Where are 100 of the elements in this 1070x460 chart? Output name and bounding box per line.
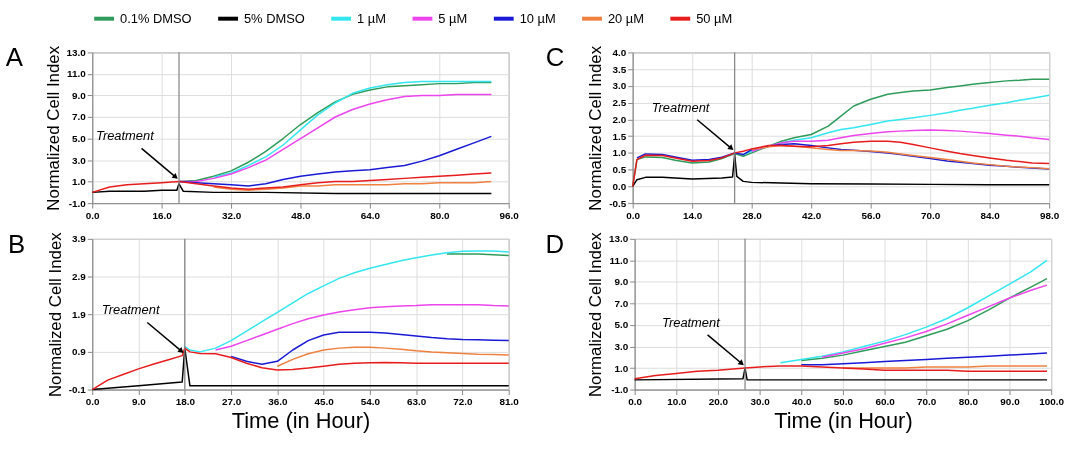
line-series [750, 129, 1050, 152]
chart-title: D [545, 229, 565, 258]
x-tick-label: 9.0 [132, 395, 147, 407]
line-series [230, 331, 510, 366]
y-tick-label: 0.5 [612, 164, 627, 176]
y-tick-label: 3.0 [612, 80, 627, 92]
x-tick-label: 40.0 [792, 395, 812, 407]
line-series [750, 144, 1050, 170]
chart-title: B [8, 229, 26, 258]
annotation: Treatment [101, 302, 161, 318]
x-tick-label: 27.0 [221, 395, 242, 407]
y-tick-label: 7.0 [72, 111, 87, 123]
x-tick-label: 20.0 [708, 395, 729, 407]
annotation: Treatment [95, 128, 156, 144]
x-tick-label: 70.0 [917, 395, 937, 407]
x-tick-label: 50.0 [833, 395, 854, 407]
chart-title: C [545, 43, 565, 72]
y-tick-label: -0.5 [609, 197, 627, 209]
y-tick-label: 1.0 [612, 147, 627, 159]
x-tick-label: 42.0 [802, 209, 822, 221]
x-tick-label: 98.0 [1040, 209, 1060, 221]
legend-label: 50 µM [696, 10, 733, 26]
line-series [800, 277, 1048, 362]
line-series [91, 172, 493, 194]
x-tick-label: 30.0 [750, 395, 771, 407]
x-tick-label: 48.0 [291, 209, 312, 221]
y-tick-label: 13.0 [608, 233, 629, 245]
annotation: Treatment [662, 314, 722, 330]
y-tick-label: 3.0 [72, 154, 87, 166]
y-tick-label: 11.0 [67, 68, 87, 80]
x-tick-label: 70.0 [921, 209, 941, 221]
y-tick-label: 1.9 [72, 308, 87, 320]
y-tick-label: -0.1 [68, 384, 87, 396]
y-tick-label: 4.0 [612, 46, 627, 58]
line-series [212, 180, 493, 191]
y-axis-title: Normalized Cell Index [43, 45, 63, 211]
y-tick-label: 5.0 [614, 319, 629, 331]
y-tick-label: 3.9 [72, 233, 87, 245]
x-tick-label: 64.0 [360, 209, 381, 221]
x-tick-label: 18.0 [175, 395, 196, 407]
y-tick-label: 7.0 [614, 297, 629, 309]
x-tick-label: 45.0 [314, 395, 335, 407]
y-axis-title: Normalized Cell Index [586, 45, 606, 211]
x-tick-label: 90.0 [1000, 395, 1021, 407]
x-tick-label: 56.0 [861, 209, 882, 221]
x-tick-label: 36.0 [268, 395, 288, 407]
x-tick-label: 0.0 [85, 209, 101, 221]
x-tick-label: 10.0 [667, 395, 687, 407]
y-tick-label: 5.0 [72, 133, 87, 145]
x-axis-title: Time (in Hour) [231, 407, 371, 433]
line-series [212, 80, 493, 179]
x-tick-label: 100.0 [1039, 395, 1065, 407]
legend-label: 0.1% DMSO [119, 10, 192, 26]
legend-label: 5% DMSO [243, 10, 305, 26]
y-tick-label: 2.5 [612, 97, 627, 109]
x-tick-label: 54.0 [360, 395, 381, 407]
y-tick-label: 0.9 [72, 346, 87, 358]
x-tick-label: 84.0 [980, 209, 1001, 221]
line-series [631, 140, 1050, 188]
y-axis-title: Normalized Cell Index [45, 231, 65, 398]
x-tick-label: 80.0 [958, 395, 979, 407]
y-tick-label: 3.5 [612, 63, 627, 75]
x-tick-label: 0.0 [85, 395, 101, 407]
legend-label: 10 µM [519, 10, 556, 26]
y-tick-label: 11.0 [609, 254, 629, 266]
legend-label: 5 µM [438, 10, 468, 26]
y-tick-label: 1.0 [72, 176, 87, 188]
chart-title: A [5, 43, 24, 72]
line-series [779, 259, 1048, 364]
y-tick-label: 1.5 [612, 130, 627, 142]
x-tick-label: 28.0 [742, 209, 763, 221]
line-series [214, 304, 510, 351]
x-tick-label: 96.0 [499, 209, 520, 221]
x-tick-label: 60.0 [875, 395, 896, 407]
line-series [91, 183, 493, 195]
x-tick-label: 63.0 [407, 395, 427, 407]
y-tick-label: 1.0 [614, 362, 629, 374]
legend-label: 20 µM [607, 10, 644, 26]
x-tick-label: 81.0 [499, 395, 520, 407]
y-tick-label: 9.0 [72, 89, 87, 101]
x-tick-label: 72.0 [453, 395, 474, 407]
annotation: Treatment [651, 99, 711, 115]
line-series [276, 346, 510, 367]
line-series [800, 352, 1048, 366]
x-tick-label: 32.0 [221, 209, 242, 221]
y-axis-title: Normalized Cell Index [585, 231, 605, 398]
x-tick-label: 0.0 [626, 209, 641, 221]
y-tick-label: 3.0 [614, 340, 629, 352]
y-tick-label: 2.9 [72, 270, 87, 282]
x-tick-label: 80.0 [430, 209, 450, 221]
line-series [631, 153, 1050, 188]
x-tick-label: 14.0 [683, 209, 703, 221]
x-tick-label: 0.0 [628, 395, 643, 407]
y-tick-label: -1.0 [611, 384, 629, 396]
y-tick-label: 0.0 [612, 180, 627, 192]
legend-label: 1 µM [357, 10, 386, 26]
x-axis-title: Time (in Hour) [774, 407, 913, 433]
line-series [821, 284, 1048, 359]
y-tick-label: -1.0 [68, 197, 87, 209]
y-tick-label: 13.0 [66, 46, 87, 58]
